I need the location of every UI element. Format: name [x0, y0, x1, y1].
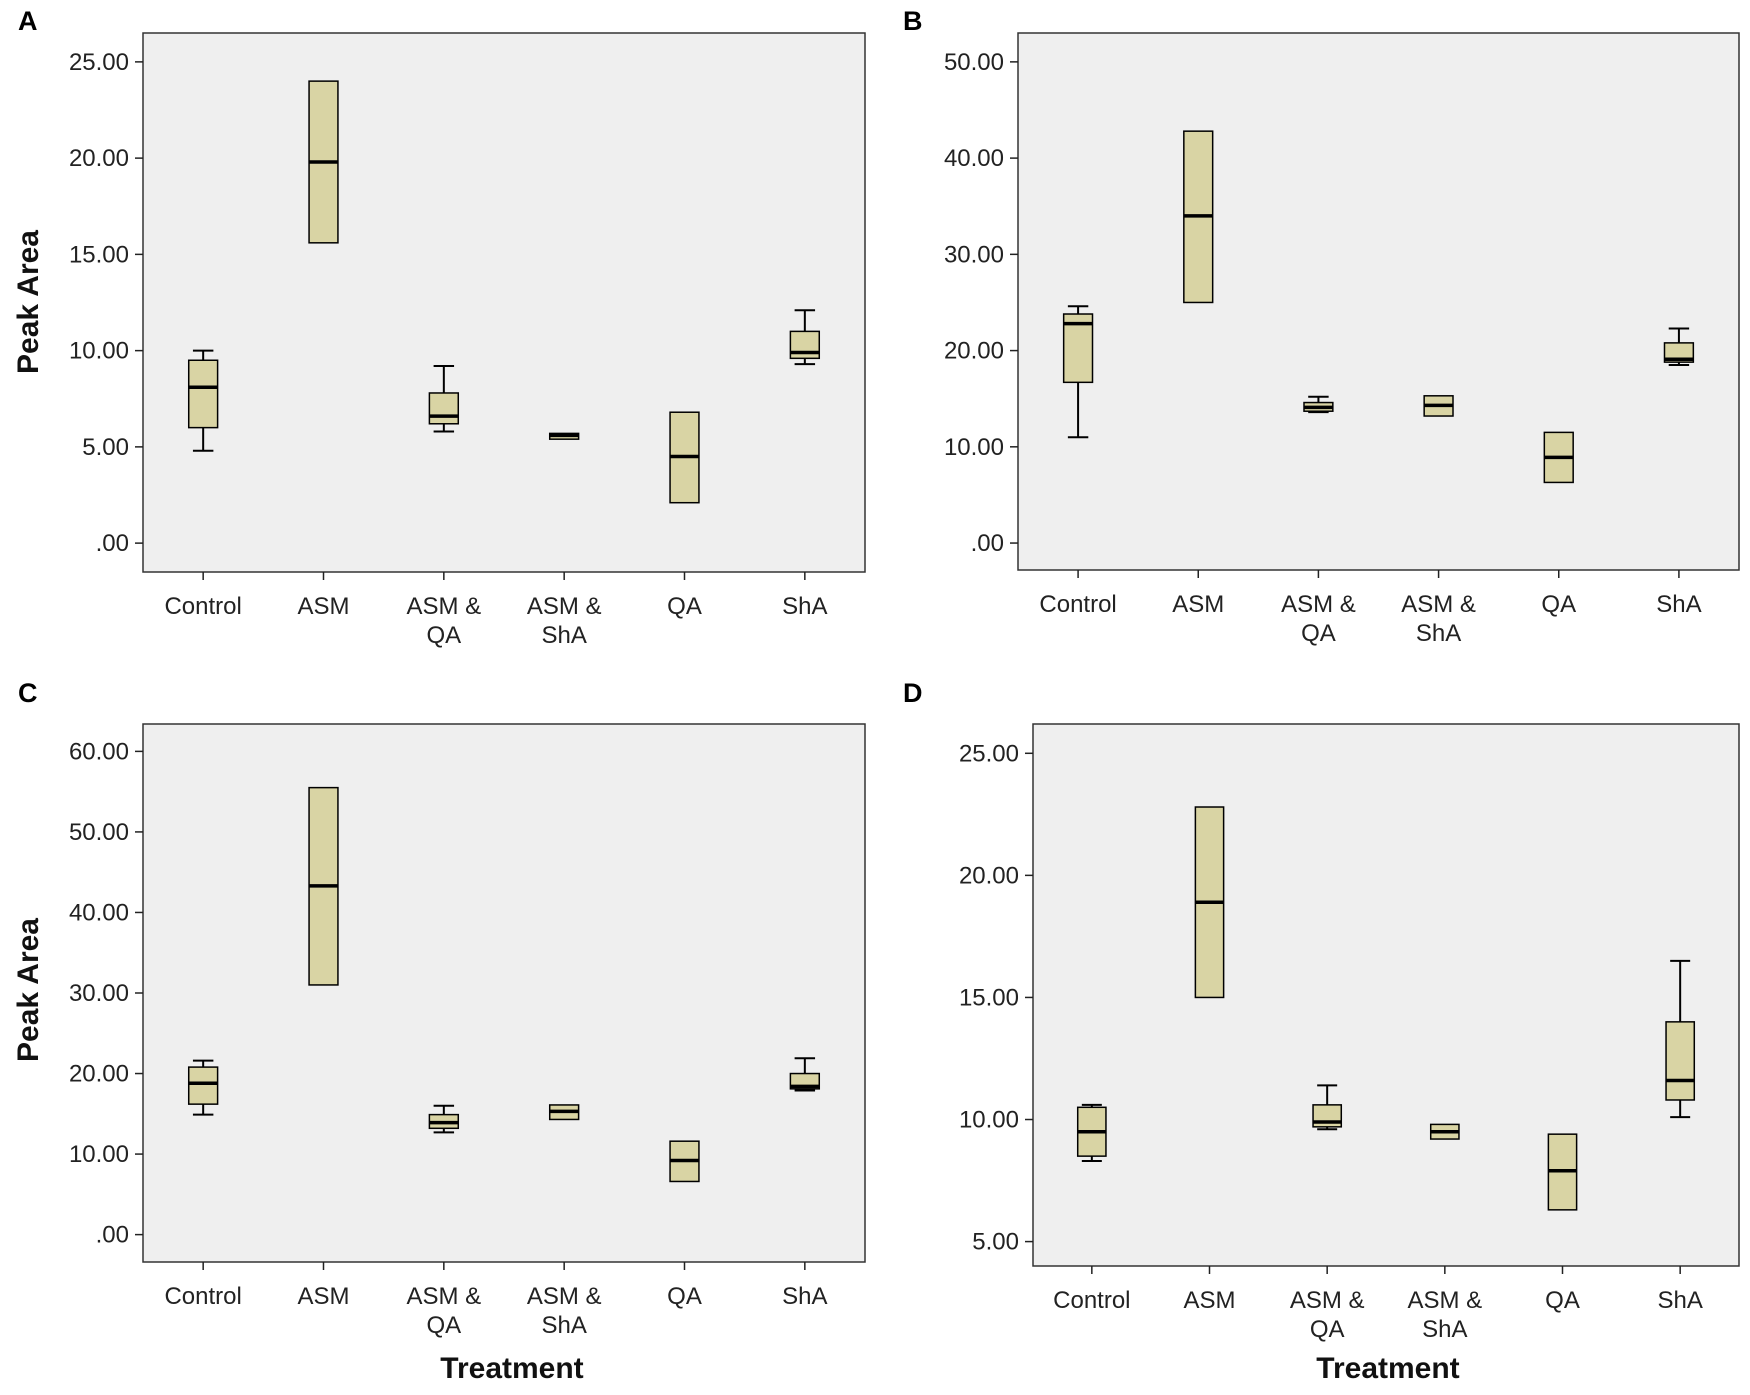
y-tick-label: .00 [96, 530, 129, 557]
plot-area [1032, 723, 1740, 1267]
panel-letter: A [18, 6, 38, 36]
iqr-box [1665, 1021, 1696, 1101]
y-tick-label: .00 [96, 1222, 129, 1249]
panel-letter: B [903, 6, 923, 36]
panel-b: B .00 10.00 20.00 30.00 40.00 50.00 Control ASM A… [903, 6, 1740, 647]
y-tick-label: 5.00 [82, 434, 129, 461]
y-tick-label: 40.00 [69, 899, 129, 926]
y-tick-label: 25.00 [69, 49, 129, 76]
box-asm-qa [1303, 395, 1334, 414]
panel-letter: D [903, 678, 923, 708]
iqr-box [428, 392, 460, 425]
x-category-label: ASM [297, 1283, 349, 1310]
panel-letter: C [18, 678, 38, 708]
panel-d: D 5.00 10.00 15.00 20.00 25.00 Control ASM ASM &… [903, 678, 1740, 1385]
x-category-label: ASM & QA [1281, 591, 1356, 647]
x-category-label: ASM & ShA [1401, 591, 1476, 647]
box-qa [1543, 431, 1574, 484]
box-asm [1183, 130, 1214, 304]
x-category-label: Control [1039, 591, 1116, 618]
x-axis-title: Treatment [440, 1352, 583, 1385]
x-category-label: ASM & QA [406, 1283, 481, 1339]
box-qa [669, 411, 700, 504]
y-tick-label: 20.00 [959, 862, 1019, 889]
y-axis-title: Peak Area [12, 230, 45, 374]
box-control [1076, 1103, 1107, 1163]
y-tick-label: 30.00 [69, 980, 129, 1007]
y-tick-label: 5.00 [972, 1229, 1019, 1256]
box-control [187, 349, 219, 452]
y-tick-label: 10.00 [944, 434, 1004, 461]
box-qa [1547, 1133, 1578, 1211]
y-tick-label: 10.00 [69, 338, 129, 365]
y-axis-title: Peak Area [12, 918, 45, 1062]
x-category-label: ASM [1183, 1287, 1235, 1314]
x-category-label: ASM & QA [406, 593, 481, 649]
box-asm [1194, 806, 1225, 999]
x-category-label: ShA [1657, 1287, 1702, 1314]
y-tick-label: .00 [971, 530, 1004, 557]
y-tick-label: 25.00 [959, 740, 1019, 767]
box-sha [789, 309, 821, 366]
x-category-label: ASM & ShA [527, 1283, 602, 1339]
y-tick-label: 20.00 [69, 145, 129, 172]
x-category-label: ASM & ShA [1407, 1287, 1482, 1343]
y-tick-label: 30.00 [944, 241, 1004, 268]
box-asm-sha [548, 1104, 580, 1121]
x-category-label: QA [667, 1283, 702, 1310]
y-tick-label: 50.00 [944, 49, 1004, 76]
x-category-label: ASM [297, 593, 349, 620]
iqr-box [187, 359, 219, 429]
box-asm-sha [548, 432, 580, 440]
x-category-label: ShA [782, 1283, 827, 1310]
box-sha [1665, 959, 1696, 1119]
x-category-label: Control [164, 593, 241, 620]
x-category-label: ShA [1656, 591, 1701, 618]
x-category-label: ASM & ShA [527, 593, 602, 649]
box-asm-qa [428, 365, 460, 433]
box-qa [669, 1140, 700, 1183]
panel-c: C .00 10.00 20.00 30.00 40.00 50.00 60.00 Contro… [12, 678, 866, 1385]
panel-a: A .00 5.00 10.00 15.00 20.00 25.00 Control ASM AS… [12, 6, 866, 649]
box-control [1062, 305, 1094, 439]
box-asm-qa [1312, 1084, 1343, 1131]
y-tick-label: 40.00 [944, 145, 1004, 172]
y-tick-label: 50.00 [69, 819, 129, 846]
plot-area [1017, 32, 1740, 571]
box-asm [308, 80, 339, 244]
y-tick-label: 15.00 [69, 241, 129, 268]
box-asm-qa [428, 1104, 460, 1134]
y-tick-label: 10.00 [959, 1107, 1019, 1134]
y-tick-label: 15.00 [959, 984, 1019, 1011]
box-sha [1663, 327, 1695, 367]
box-asm [308, 786, 339, 986]
y-tick-label: 10.00 [69, 1141, 129, 1168]
y-tick-label: 60.00 [69, 738, 129, 765]
box-asm-sha [1423, 395, 1454, 417]
y-tick-label: 20.00 [69, 1061, 129, 1088]
x-category-label: ShA [782, 593, 827, 620]
y-tick-label: 20.00 [944, 338, 1004, 365]
x-category-label: ASM [1172, 591, 1224, 618]
x-category-label: ASM & QA [1290, 1287, 1365, 1343]
x-category-label: Control [164, 1283, 241, 1310]
iqr-box [1663, 342, 1695, 363]
box-asm-sha [1429, 1123, 1460, 1140]
x-category-label: Control [1053, 1287, 1130, 1314]
iqr-box [1062, 313, 1094, 384]
box-control [187, 1059, 219, 1116]
plot-area [142, 723, 866, 1263]
box-sha [789, 1057, 821, 1092]
x-category-label: QA [1541, 591, 1576, 618]
plot-area [142, 32, 866, 573]
x-axis-title: Treatment [1316, 1352, 1459, 1385]
iqr-box [187, 1066, 219, 1105]
x-category-label: QA [667, 593, 702, 620]
x-category-label: QA [1545, 1287, 1580, 1314]
